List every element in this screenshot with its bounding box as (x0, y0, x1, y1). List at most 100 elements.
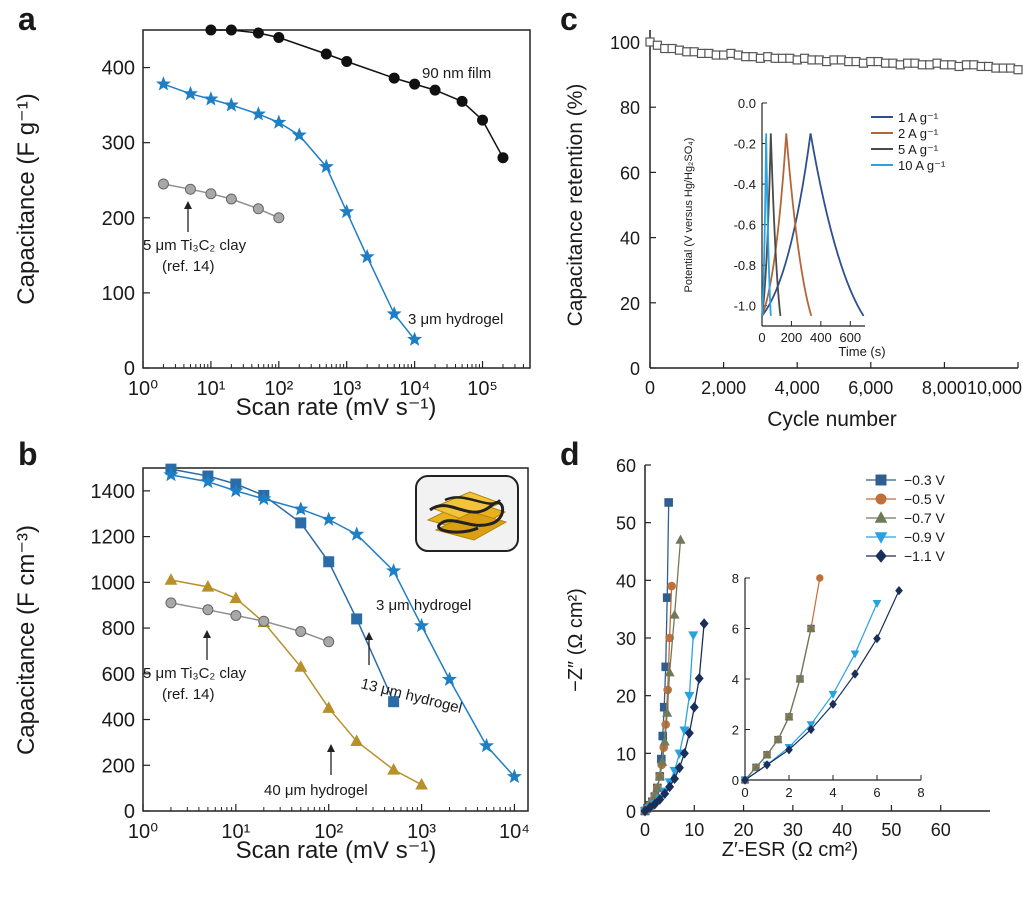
b-xtick-label-2: 10² (314, 821, 343, 843)
a-series-1-point (203, 91, 219, 106)
panel-a-plot (155, 24, 509, 346)
a-series-2-point (273, 212, 285, 224)
di-series-2-point (795, 674, 805, 683)
di-series-2-point (806, 623, 816, 632)
b-series-2-point (294, 660, 308, 672)
a-series-line-1 (163, 83, 416, 340)
b-series-1-point (478, 737, 495, 753)
d-legend-marker-0 (875, 474, 887, 486)
panel-a-ylabel: Capacitance (F g⁻¹) (13, 93, 40, 304)
a-series-1-point (407, 331, 423, 346)
d-series-3-point (679, 726, 690, 736)
d-legend-marker-2 (874, 511, 888, 523)
di-xtick-label-0: 0 (741, 785, 748, 800)
a-series-0-point (497, 152, 509, 164)
d-legend-label-2: −0.7 V (904, 510, 946, 526)
a-ytick-label-2: 200 (102, 208, 135, 230)
a-series-0-point (409, 78, 421, 90)
panel-label-b: b (18, 436, 38, 472)
b-series-line-3 (170, 602, 329, 643)
ci-ytick-label-5: -1.0 (734, 299, 756, 314)
d-legend-label-3: −0.9 V (904, 529, 946, 545)
ci-xtick-label-0: 0 (758, 330, 765, 345)
di-series-4-point (851, 669, 859, 679)
ci-ytick-label-2: -0.4 (734, 177, 756, 192)
b-series-2-point (387, 763, 400, 775)
d-series-4-point (655, 794, 665, 805)
ci-curve-2 (761, 133, 782, 316)
d-xtick-label-2: 20 (734, 820, 754, 840)
d-ytick-label-6: 60 (616, 456, 636, 476)
b-series-1-point (349, 526, 365, 541)
d-xtick-label-3: 30 (783, 820, 803, 840)
c-xtick-label-4: 8,000 (922, 378, 967, 398)
panel-b-ticks: 10⁰ 10¹ 10² 10³ 10⁴ 0 200 400 600 800 1000 1200 1400 (91, 481, 530, 843)
b-ytick-label-4: 800 (102, 618, 135, 640)
di-series-2-point (773, 734, 783, 743)
d-series-4-point (675, 762, 684, 774)
di-series-4-point (895, 586, 903, 596)
c-retention-point (1013, 65, 1023, 75)
b-series-2-point (322, 701, 336, 713)
di-series-3-point (872, 600, 882, 608)
b-series-2-point (229, 591, 243, 604)
d-legend-marker-4 (875, 549, 887, 563)
d-legend-label-1: −0.5 V (904, 491, 946, 507)
c-ytick-label-4: 80 (620, 98, 640, 118)
panel-a-ticks: 10⁰ 10¹ 10² 10³ 10⁴ 10⁵ 0 100 200 300 400 (102, 58, 531, 400)
a-series-1-point (250, 106, 266, 121)
a-series-1-point (182, 85, 198, 101)
panel-c-inset-xlabel: Time (s) (838, 344, 885, 359)
a-series-2-point (205, 188, 217, 200)
b-series-1-point (293, 501, 309, 516)
a-series-0-point (429, 84, 441, 96)
b-ytick-label-2: 400 (102, 710, 135, 732)
d-ytick-label-1: 10 (616, 744, 636, 764)
panel-c-inset-ticks: 0 200 400 600 0.0 -0.2 -0.4 -0.6 -0.8 -1.0 (734, 96, 862, 345)
b-xtick-label-4: 10⁴ (499, 821, 530, 843)
d-series-4-point (660, 788, 670, 800)
di-series-4-point (829, 699, 837, 709)
a-xtick-label-2: 10² (264, 378, 293, 400)
d-series-1-point (667, 581, 676, 591)
ci-legend-label-0: 1 A g⁻¹ (898, 110, 939, 125)
annotation-clay-b: 5 μm Ti₃C₂ clay (143, 665, 247, 682)
c-ytick-label-3: 60 (620, 163, 640, 183)
d-ytick-label-3: 30 (616, 629, 636, 649)
a-ytick-label-1: 100 (102, 283, 135, 305)
panel-c-inset-ylabel: Potential (V versus Hg/Hg₂SO₄) (683, 138, 695, 293)
d-legend-label-4: −1.1 V (904, 548, 946, 564)
b-series-2-point (415, 777, 428, 790)
b-series-3-point (258, 615, 270, 627)
b-series-2-point (350, 734, 364, 747)
b-series-1-point (441, 671, 458, 686)
panel-c-plot (645, 37, 1023, 75)
d-series-4-point (650, 798, 660, 810)
a-series-0-point (252, 27, 264, 39)
d-series-4-point (694, 673, 704, 684)
di-ytick-label-3: 6 (732, 622, 739, 637)
annotation-90nm-film: 90 nm film (422, 65, 491, 82)
b-ytick-label-1: 200 (102, 755, 135, 777)
di-series-4-point (807, 724, 815, 735)
b-ytick-label-0: 0 (124, 801, 135, 823)
b-series-0-point (295, 517, 307, 529)
d-series-2-point (664, 667, 675, 677)
a-series-2-point (157, 178, 169, 190)
d-series-1-point (663, 685, 672, 695)
d-series-2-point (659, 736, 670, 746)
d-series-4-point (679, 747, 689, 759)
b-series-3-point (230, 609, 242, 621)
b-series-1-point (200, 473, 216, 489)
b-series-1-point (228, 483, 244, 498)
panel-b-plot (163, 463, 522, 790)
d-legend-label-0: −0.3 V (904, 472, 946, 488)
ci-legend-label-3: 10 A g⁻¹ (898, 158, 946, 173)
c-ytick-label-2: 40 (620, 229, 640, 249)
a-series-0-point (456, 95, 468, 107)
di-ytick-label-1: 2 (732, 723, 739, 738)
annotation-40um-hydrogel: 40 μm hydrogel (264, 782, 368, 799)
annotation-clay-a: 5 μm Ti₃C₂ clay (143, 237, 247, 254)
ci-xtick-label-3: 600 (839, 330, 861, 345)
b-xtick-label-0: 10⁰ (128, 821, 158, 843)
